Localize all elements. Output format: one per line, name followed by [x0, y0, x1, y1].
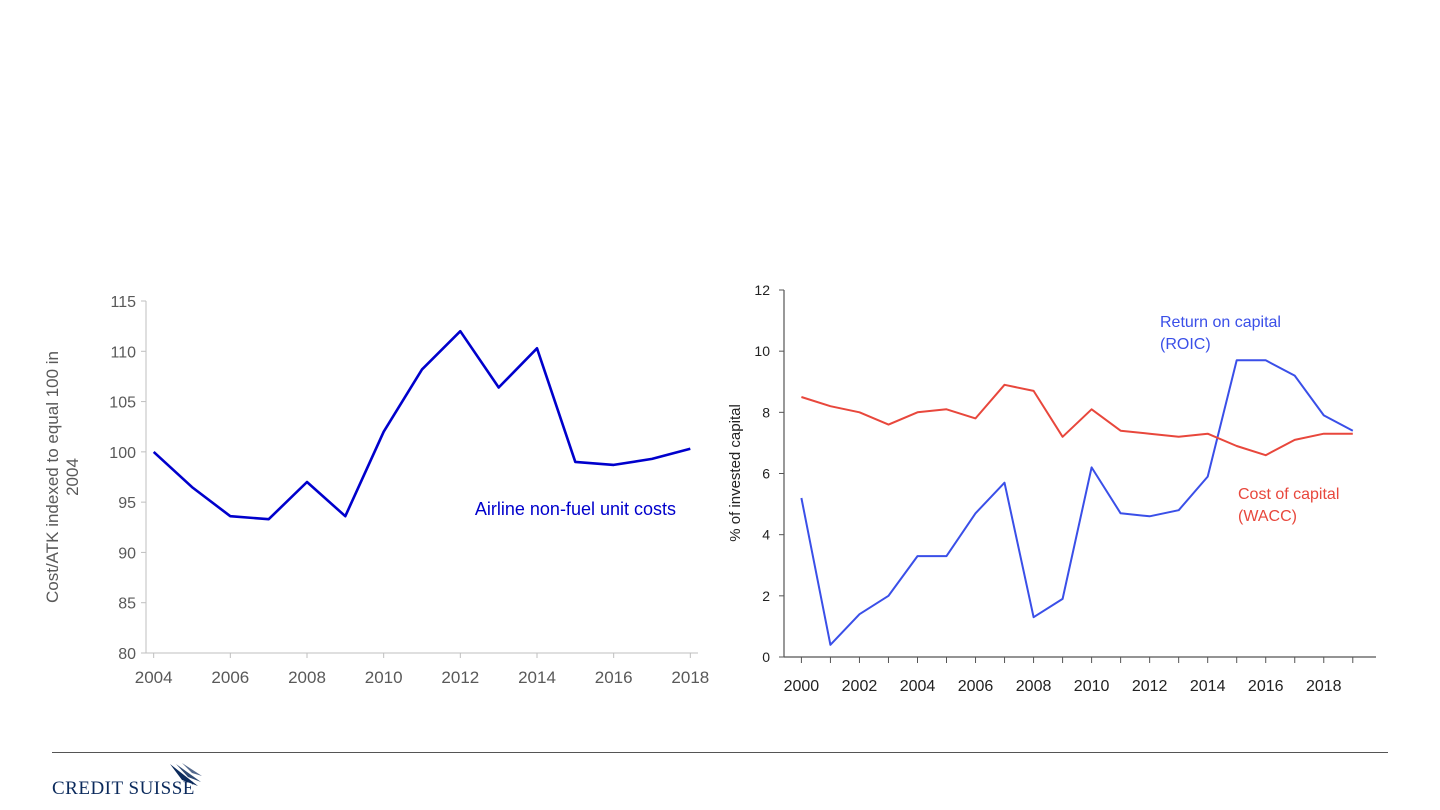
y-tick-label: 110 — [110, 344, 136, 361]
x-tick-label: 2008 — [288, 668, 326, 687]
series-line — [801, 383, 1353, 457]
x-tick-label: 2002 — [842, 678, 878, 695]
y-tick-label: 90 — [118, 545, 136, 562]
y-tick-label: 95 — [118, 495, 136, 512]
y-axis-title: % of invested capital — [727, 404, 744, 542]
brand-wordmark: CREDIT SUISSE — [52, 778, 195, 799]
y-tick-label: 100 — [109, 445, 136, 462]
series-annotation: Airline non-fuel unit costs — [475, 499, 676, 519]
y-tick-label: 12 — [754, 282, 770, 298]
y-tick-label: 6 — [762, 466, 770, 482]
x-tick-label: 2014 — [1190, 678, 1226, 695]
x-tick-label: 2012 — [1132, 678, 1168, 695]
x-tick-label: 2006 — [211, 668, 249, 687]
series-label: Cost of capital (WACC) — [1238, 486, 1339, 525]
x-tick-label: 2004 — [900, 678, 936, 695]
roic-vs-wacc-chart: 0 2 4 6 8 10 12 2000 2002 2004 2006 2008 2010 2012 201… — [727, 282, 1376, 695]
series-label-line: (ROIC) — [1160, 336, 1211, 353]
x-tick-label: 2016 — [595, 668, 633, 687]
x-tick-label: 2004 — [135, 668, 173, 687]
series-label-line: Cost of capital — [1238, 486, 1339, 503]
y-tick-label: 80 — [118, 646, 136, 663]
x-tick-label: 2010 — [1074, 678, 1110, 695]
series-label-line: Return on capital — [1160, 314, 1281, 331]
x-tick-label: 2014 — [518, 668, 556, 687]
y-axis-title: Cost/ATK indexed to equal 100 in2004 — [43, 351, 82, 603]
y-tick-label: 85 — [118, 596, 136, 613]
brand-logo: CREDIT SUISSE — [52, 762, 202, 802]
non-fuel-unit-cost-chart: 80 85 90 95 100 105 110 115 2004 2006 2008 2010 2012… — [43, 294, 709, 687]
y-tick-label: 4 — [762, 527, 770, 543]
x-tick-label: 2008 — [1016, 678, 1052, 695]
y-tick-label: 0 — [762, 649, 770, 665]
x-tick-label: 2018 — [1306, 678, 1342, 695]
y-tick-label: 8 — [762, 404, 770, 420]
footer-divider — [52, 752, 1388, 753]
y-tick-label: 10 — [754, 343, 770, 359]
series-label-line: (WACC) — [1238, 508, 1297, 525]
y-tick-label: 115 — [110, 294, 136, 311]
y-axis-title-line: Cost/ATK indexed to equal 100 in — [43, 351, 62, 603]
x-tick-label: 2016 — [1248, 678, 1284, 695]
x-tick-label: 2018 — [671, 668, 709, 687]
x-tick-label: 2010 — [365, 668, 403, 687]
series-line — [800, 359, 1354, 646]
x-tick-label: 2000 — [784, 678, 820, 695]
y-tick-label: 2 — [762, 588, 770, 604]
sail-icon — [170, 763, 202, 786]
x-tick-label: 2006 — [958, 678, 994, 695]
series-label: Return on capital (ROIC) — [1160, 314, 1281, 353]
y-axis-title-line: 2004 — [63, 458, 82, 496]
series-line — [152, 329, 691, 521]
y-tick-label: 105 — [109, 395, 136, 412]
x-tick-label: 2012 — [441, 668, 479, 687]
